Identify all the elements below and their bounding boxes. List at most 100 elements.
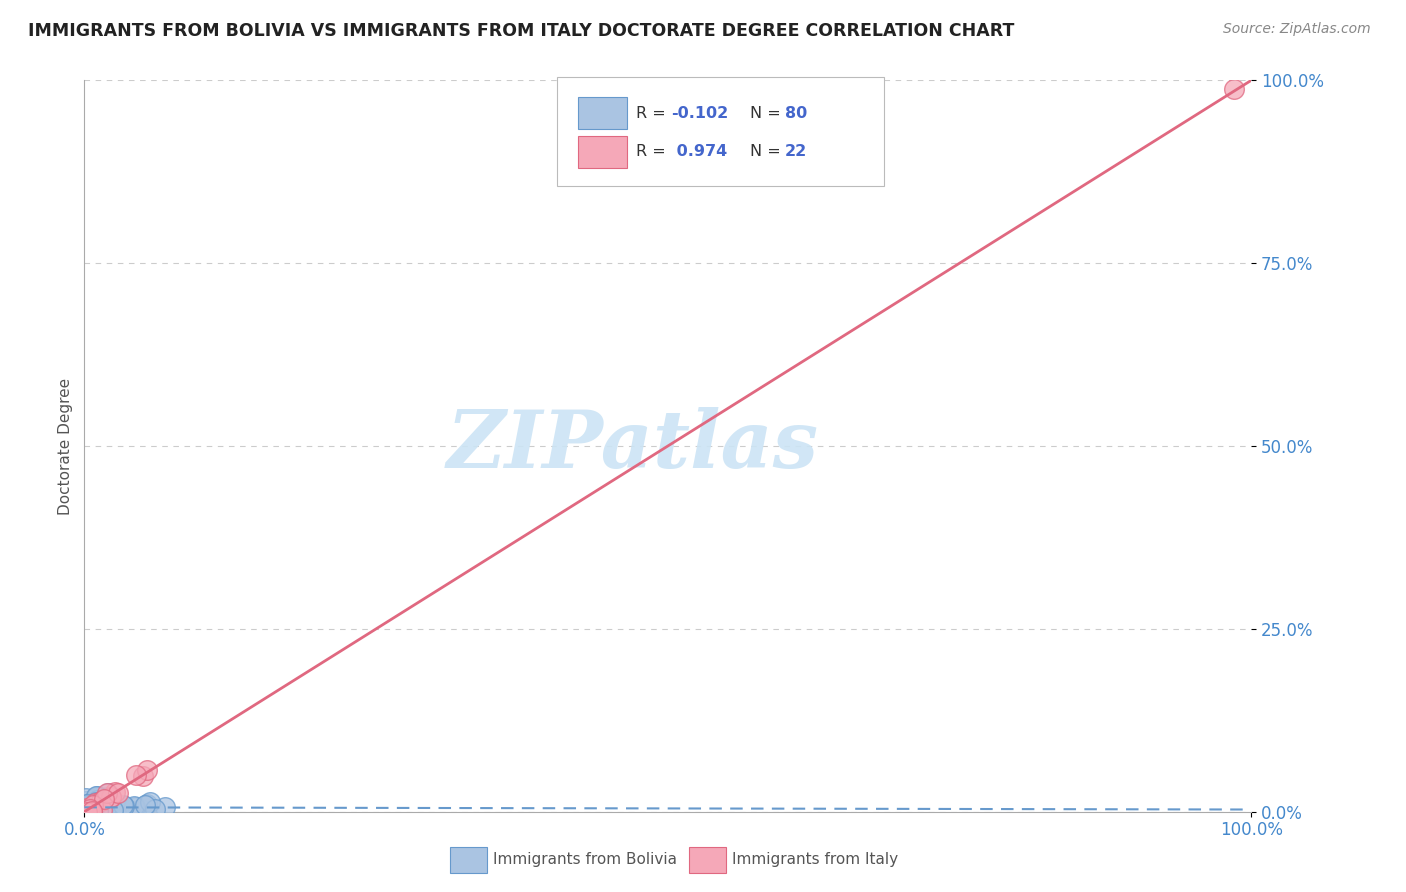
Point — [111, 801, 134, 815]
Text: 0.974: 0.974 — [671, 145, 727, 160]
Point — [83, 804, 105, 818]
Point — [96, 786, 118, 800]
Text: R =: R = — [637, 145, 666, 160]
Point — [104, 797, 127, 811]
Point — [76, 801, 98, 815]
Point — [91, 791, 114, 805]
Point — [79, 796, 101, 810]
Point — [87, 790, 110, 805]
Point — [97, 800, 120, 814]
FancyBboxPatch shape — [578, 97, 627, 129]
Point — [86, 789, 108, 804]
Point — [86, 803, 108, 817]
Text: 80: 80 — [785, 105, 807, 120]
Point — [84, 796, 107, 810]
Point — [75, 791, 97, 805]
Point — [79, 804, 101, 818]
Point — [132, 769, 155, 783]
Point — [80, 805, 103, 819]
Point — [100, 790, 122, 805]
Point — [84, 797, 107, 811]
Point — [107, 799, 129, 814]
Point — [80, 797, 103, 811]
Point — [90, 790, 112, 805]
Point — [83, 797, 105, 811]
Point — [86, 797, 108, 811]
Point — [112, 798, 135, 813]
Point — [103, 800, 125, 814]
Point — [87, 804, 110, 818]
Point — [75, 798, 97, 813]
Point — [129, 802, 152, 816]
Point — [84, 803, 107, 817]
Point — [86, 790, 108, 805]
Point — [100, 790, 122, 805]
Point — [136, 797, 159, 811]
Point — [82, 804, 104, 818]
Point — [138, 795, 160, 809]
Point — [153, 800, 176, 814]
Point — [82, 803, 104, 817]
Text: ZIPatlas: ZIPatlas — [447, 408, 818, 484]
Text: IMMIGRANTS FROM BOLIVIA VS IMMIGRANTS FROM ITALY DOCTORATE DEGREE CORRELATION CH: IMMIGRANTS FROM BOLIVIA VS IMMIGRANTS FR… — [28, 22, 1015, 40]
Point — [82, 798, 104, 813]
Point — [98, 795, 121, 809]
Point — [93, 790, 115, 805]
Point — [76, 805, 98, 819]
Point — [86, 794, 108, 808]
Point — [82, 801, 104, 815]
Point — [84, 803, 107, 817]
Point — [80, 798, 103, 813]
Point — [98, 797, 121, 812]
Point — [136, 763, 159, 777]
Point — [143, 803, 166, 817]
Text: N =: N = — [749, 145, 780, 160]
Point — [77, 801, 100, 815]
Point — [83, 797, 105, 812]
Point — [75, 799, 97, 814]
Point — [96, 801, 118, 815]
Point — [84, 789, 107, 803]
Point — [87, 802, 110, 816]
Point — [122, 799, 145, 814]
Point — [87, 802, 110, 816]
FancyBboxPatch shape — [557, 77, 884, 186]
Point — [80, 804, 103, 818]
Text: Immigrants from Bolivia: Immigrants from Bolivia — [494, 853, 676, 868]
Point — [101, 802, 124, 816]
Point — [101, 803, 124, 817]
Point — [107, 786, 129, 800]
Point — [82, 802, 104, 816]
Point — [76, 799, 98, 814]
Y-axis label: Doctorate Degree: Doctorate Degree — [58, 377, 73, 515]
Text: Immigrants from Italy: Immigrants from Italy — [733, 853, 898, 868]
Text: R =: R = — [637, 105, 666, 120]
Point — [77, 798, 100, 813]
Point — [83, 795, 105, 809]
Point — [89, 797, 111, 811]
Point — [125, 768, 148, 782]
Point — [82, 800, 104, 814]
Point — [80, 797, 103, 811]
Point — [93, 791, 115, 805]
Point — [75, 803, 97, 817]
Point — [87, 797, 110, 811]
Point — [89, 804, 111, 818]
Point — [1223, 82, 1246, 96]
FancyBboxPatch shape — [689, 847, 727, 873]
Point — [90, 795, 112, 809]
FancyBboxPatch shape — [450, 847, 486, 873]
Text: 22: 22 — [785, 145, 807, 160]
Point — [124, 804, 146, 818]
Point — [105, 803, 128, 817]
Point — [86, 793, 108, 807]
Point — [89, 803, 111, 817]
Point — [79, 797, 101, 812]
Point — [100, 796, 122, 810]
Point — [97, 797, 120, 812]
Point — [91, 802, 114, 816]
Point — [87, 795, 110, 809]
Text: N =: N = — [749, 105, 780, 120]
Point — [83, 802, 105, 816]
Point — [124, 800, 146, 814]
